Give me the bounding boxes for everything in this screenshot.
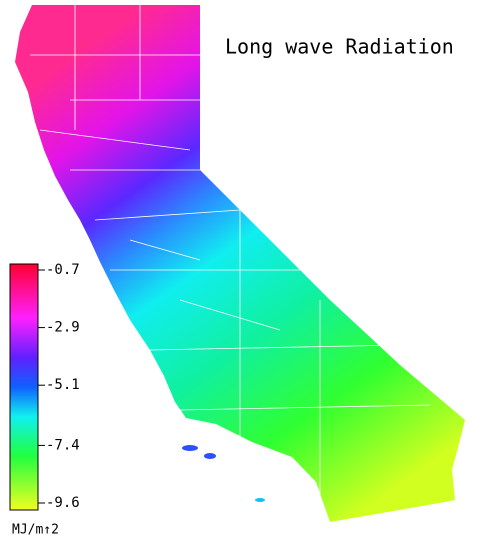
island <box>182 445 198 451</box>
tick-label: -5.1 <box>46 377 80 393</box>
colorbar <box>9 263 39 511</box>
map-title: Long wave Radiation <box>225 35 454 59</box>
tick-label: -0.7 <box>46 262 80 278</box>
california-map <box>15 5 465 522</box>
tick-label: -7.4 <box>46 437 80 453</box>
tick-label: -2.9 <box>46 320 80 336</box>
colorbar-ticks: -0.7 -2.9 -5.1 -7.4 -9.6 <box>38 262 80 511</box>
tick-label: -9.6 <box>46 495 80 511</box>
island <box>255 498 265 502</box>
county-lines <box>30 5 431 520</box>
island <box>204 453 216 459</box>
colorbar-unit: MJ/m↑2 <box>12 523 59 538</box>
